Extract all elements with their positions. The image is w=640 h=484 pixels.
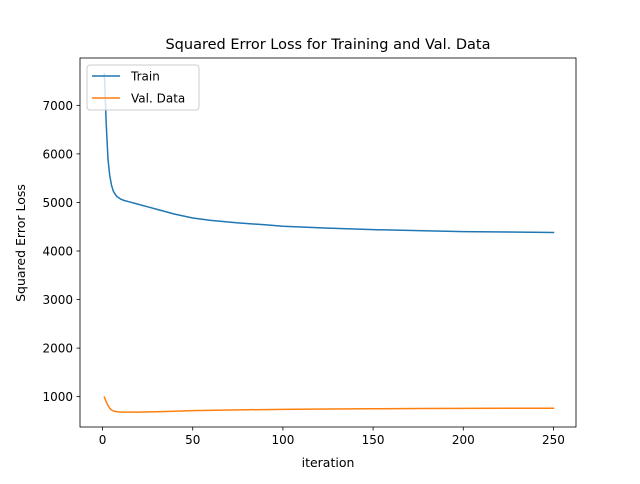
- x-tick-label: 100: [271, 433, 294, 447]
- legend-label: Train: [130, 70, 160, 84]
- legend: Train Val. Data: [86, 64, 200, 111]
- x-tick-label: 250: [542, 433, 565, 447]
- chart-title: Squared Error Loss for Training and Val.…: [165, 37, 490, 53]
- y-tick-label: 2000: [42, 342, 73, 356]
- y-tick-label: 5000: [42, 196, 73, 210]
- plot-area: [103, 73, 555, 413]
- series-line-train: [103, 73, 555, 234]
- x-tick-label: 50: [185, 433, 200, 447]
- y-tick-label: 3000: [42, 293, 73, 307]
- x-tick-label: 0: [99, 433, 107, 447]
- x-tick-label: 150: [362, 433, 385, 447]
- y-tick-label: 6000: [42, 147, 73, 161]
- y-tick-label: 4000: [42, 244, 73, 258]
- y-axis-label: Squared Error Loss: [13, 184, 28, 302]
- y-tick-label: 1000: [42, 390, 73, 404]
- legend-label: Val. Data: [131, 92, 185, 106]
- x-tick-label: 200: [452, 433, 475, 447]
- axes-frame: [79, 57, 577, 428]
- x-axis-label: iteration: [302, 455, 355, 470]
- series-line-val-data: [103, 396, 555, 413]
- axes: 0 50 100 150 200 250 1000 2000 3000 4000 5000 6000 7…: [42, 57, 577, 447]
- y-tick-label: 7000: [42, 99, 73, 113]
